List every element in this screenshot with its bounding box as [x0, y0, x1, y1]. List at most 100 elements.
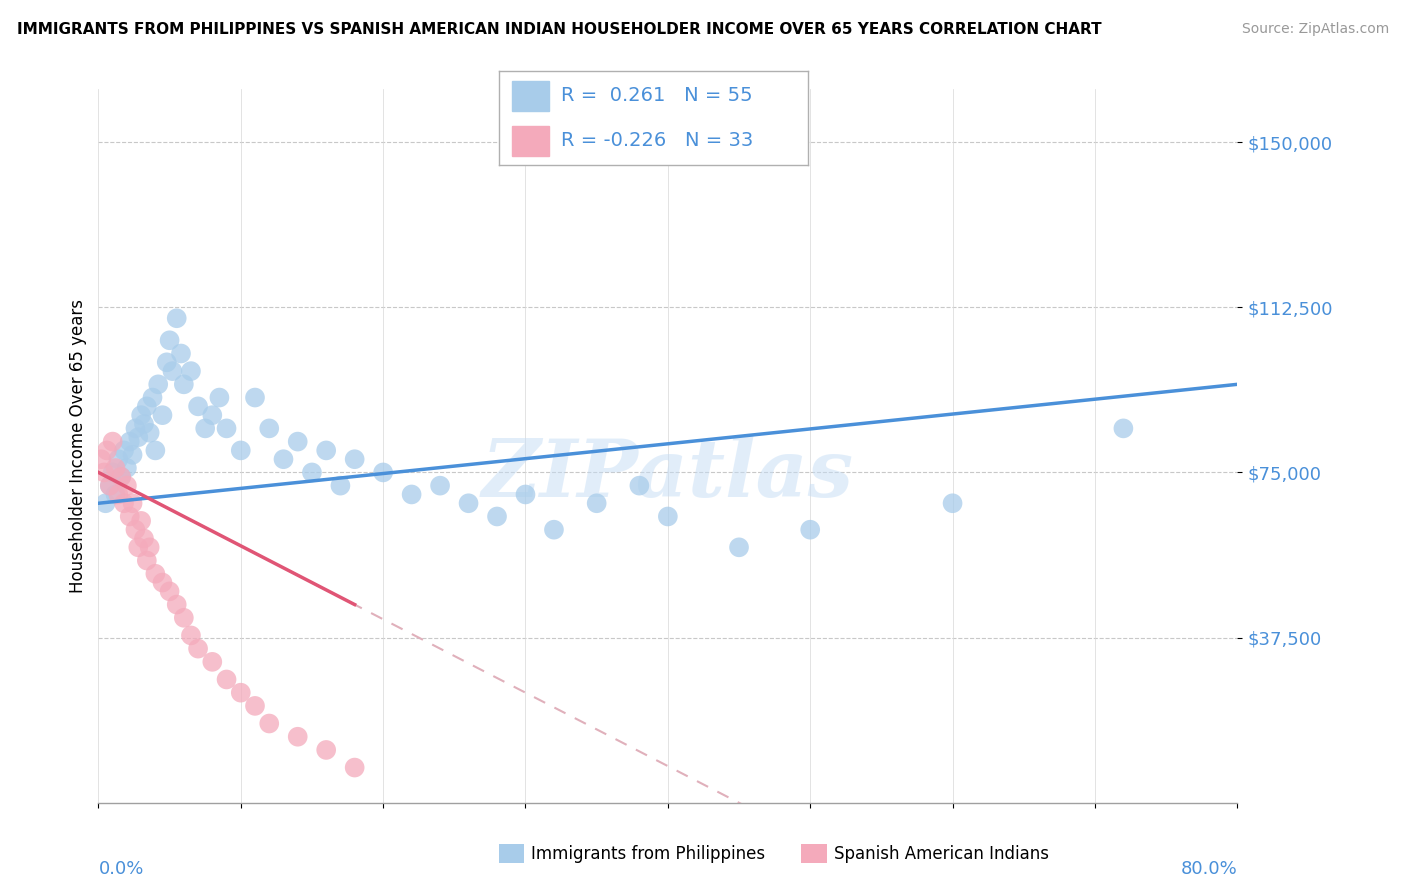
Text: Spanish American Indians: Spanish American Indians	[834, 845, 1049, 863]
Point	[118, 434, 141, 449]
Point	[127, 541, 149, 555]
Text: R =  0.261   N = 55: R = 0.261 N = 55	[561, 87, 752, 105]
Point	[138, 425, 160, 440]
Point	[315, 743, 337, 757]
Point	[343, 760, 366, 774]
Point	[138, 541, 160, 555]
Point	[129, 514, 152, 528]
Point	[101, 434, 124, 449]
Point	[156, 355, 179, 369]
Point	[401, 487, 423, 501]
Point	[166, 598, 188, 612]
Text: ZIPatlas: ZIPatlas	[482, 436, 853, 513]
Bar	[512, 126, 548, 156]
Point	[315, 443, 337, 458]
Point	[90, 452, 112, 467]
Point	[94, 496, 117, 510]
Point	[110, 470, 132, 484]
Text: 80.0%: 80.0%	[1181, 860, 1237, 878]
Point	[93, 466, 115, 480]
Point	[180, 364, 202, 378]
Point	[124, 421, 146, 435]
Point	[152, 575, 174, 590]
Point	[145, 566, 167, 581]
Point	[96, 443, 118, 458]
Point	[98, 478, 121, 492]
Text: Source: ZipAtlas.com: Source: ZipAtlas.com	[1241, 22, 1389, 37]
Point	[628, 478, 651, 492]
Point	[585, 496, 607, 510]
Point	[942, 496, 965, 510]
Point	[121, 496, 143, 510]
Text: IMMIGRANTS FROM PHILIPPINES VS SPANISH AMERICAN INDIAN HOUSEHOLDER INCOME OVER 6: IMMIGRANTS FROM PHILIPPINES VS SPANISH A…	[17, 22, 1101, 37]
Point	[132, 417, 155, 431]
Point	[201, 655, 224, 669]
Point	[543, 523, 565, 537]
Point	[187, 400, 209, 414]
Text: R = -0.226   N = 33: R = -0.226 N = 33	[561, 131, 754, 150]
Bar	[512, 81, 548, 111]
Y-axis label: Householder Income Over 65 years: Householder Income Over 65 years	[69, 299, 87, 593]
Point	[215, 673, 238, 687]
Text: 0.0%: 0.0%	[98, 860, 143, 878]
Point	[115, 461, 138, 475]
Point	[429, 478, 451, 492]
Point	[194, 421, 217, 435]
Point	[145, 443, 167, 458]
Point	[287, 434, 309, 449]
Point	[208, 391, 231, 405]
Point	[243, 698, 266, 713]
Point	[170, 346, 193, 360]
Point	[132, 532, 155, 546]
Point	[127, 430, 149, 444]
Point	[728, 541, 751, 555]
Point	[180, 628, 202, 642]
Point	[799, 523, 821, 537]
Point	[215, 421, 238, 435]
Point	[121, 448, 143, 462]
Point	[148, 377, 170, 392]
Point	[1112, 421, 1135, 435]
Point	[104, 487, 127, 501]
Point	[187, 641, 209, 656]
Point	[229, 443, 252, 458]
Point	[329, 478, 352, 492]
Point	[166, 311, 188, 326]
Point	[118, 509, 141, 524]
Point	[515, 487, 537, 501]
Point	[101, 466, 124, 480]
Point	[124, 523, 146, 537]
Point	[135, 400, 157, 414]
Point	[107, 452, 129, 467]
Point	[110, 470, 132, 484]
Point	[301, 466, 323, 480]
Point	[201, 408, 224, 422]
Point	[173, 377, 195, 392]
Point	[98, 478, 121, 492]
Point	[112, 496, 135, 510]
Point	[373, 466, 395, 480]
Point	[162, 364, 184, 378]
Point	[486, 509, 509, 524]
Point	[457, 496, 479, 510]
Point	[273, 452, 295, 467]
Point	[243, 391, 266, 405]
Point	[141, 391, 163, 405]
Point	[259, 716, 281, 731]
Point	[135, 553, 157, 567]
Point	[259, 421, 281, 435]
Point	[112, 443, 135, 458]
Point	[343, 452, 366, 467]
Point	[159, 584, 181, 599]
Point	[115, 478, 138, 492]
Point	[104, 461, 127, 475]
Point	[152, 408, 174, 422]
Point	[129, 408, 152, 422]
Point	[229, 686, 252, 700]
Point	[287, 730, 309, 744]
Point	[107, 487, 129, 501]
Point	[159, 333, 181, 347]
Point	[657, 509, 679, 524]
Point	[173, 611, 195, 625]
Text: Immigrants from Philippines: Immigrants from Philippines	[531, 845, 766, 863]
